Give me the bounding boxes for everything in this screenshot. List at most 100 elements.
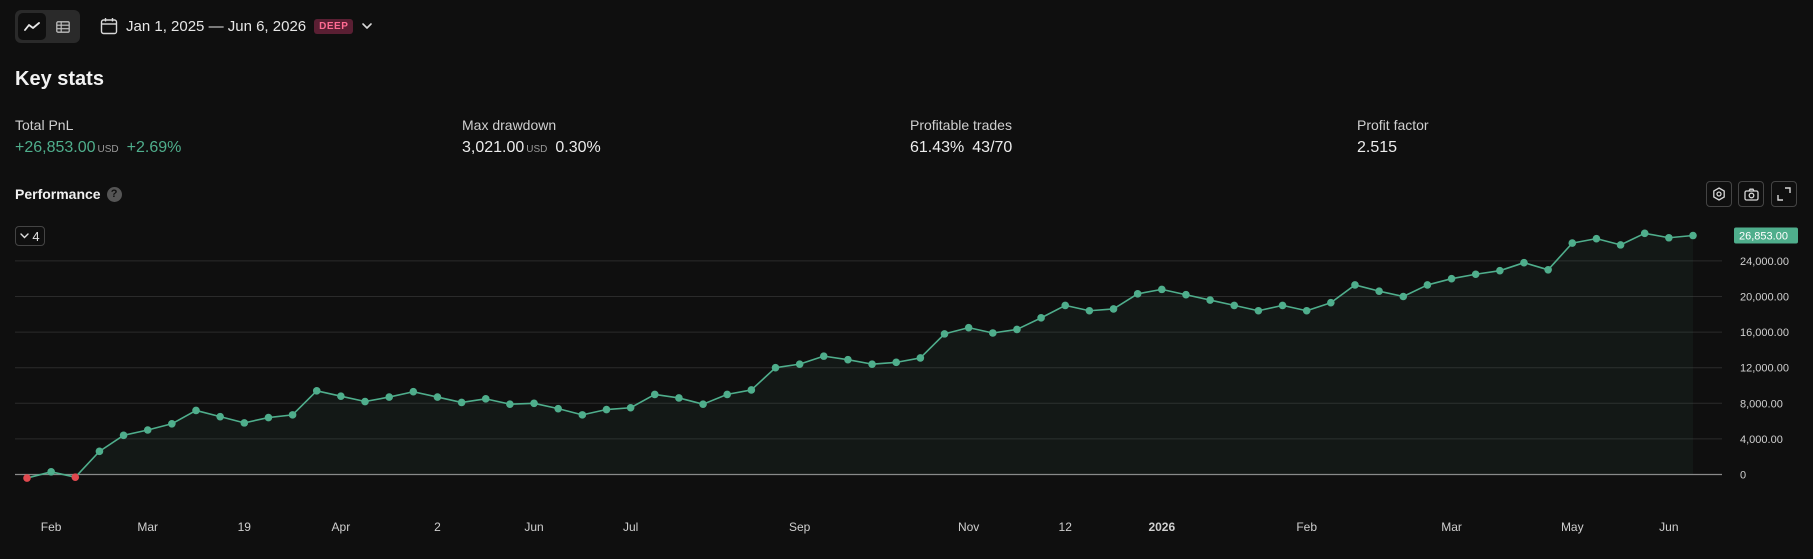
performance-chart[interactable]: 0 4,000.00 8,000.00 12,000.00 16,000.00 20,00… [0,220,1813,540]
profit-factor-value: 2.515 [1357,139,1398,156]
data-point [940,330,949,338]
data-point [506,400,514,408]
camera-icon [1743,188,1759,201]
pnl-line-segment [1137,288,1162,295]
y-tick-label: 8,000.00 [1740,398,1783,410]
pnl-line-segment [727,389,752,396]
data-point [409,387,418,396]
series-selector[interactable]: 4 [15,226,45,246]
data-point [143,426,152,434]
pnl-line-segment [1668,234,1694,239]
pnl-line-segment [244,416,269,424]
data-point [47,468,55,476]
pnl-line-segment [654,393,680,399]
last-value-badge [1734,227,1798,244]
pnl-line-segment [340,395,366,403]
pnl-line-segment [1547,242,1573,271]
data-point [1471,270,1480,279]
data-point [1665,233,1673,242]
x-tick-label: Mar [1441,520,1462,534]
view-toggle [15,10,80,43]
data-point [819,352,828,360]
data-point [1640,229,1649,238]
pnl-line-segment [1258,304,1283,312]
pnl-line-segment [437,396,462,404]
profitable-trades-ratio: 43/70 [972,139,1013,156]
pnl-line-segment [461,398,486,404]
data-point [578,411,587,419]
stat-label: Max drawdown [462,117,557,133]
max-drawdown-value: 3,021.00 [462,139,525,156]
data-point [337,392,345,400]
pnl-line-segment [992,328,1018,334]
pnl-line-segment [533,402,559,410]
x-tick-label: Jul [623,520,638,534]
expand-icon [1777,187,1791,201]
pnl-line-segment [219,415,245,424]
pnl-line-segment [1427,277,1452,286]
pnl-line-segment [26,471,52,479]
help-icon[interactable]: ? [106,186,122,202]
data-point [530,399,538,408]
fullscreen-button[interactable] [1771,181,1797,207]
pnl-line-segment [702,393,728,405]
data-point [1133,290,1142,298]
data-point [1616,241,1625,249]
data-point [868,360,876,368]
data-point [1351,281,1359,289]
line-chart-icon [24,21,40,31]
data-point [602,405,611,414]
x-tick-label: 2 [434,520,441,534]
pnl-line-segment [1451,273,1476,280]
stat-label: Profit factor [1357,117,1429,133]
chart-settings-button[interactable] [1706,181,1732,207]
pnl-line-segment [823,355,849,361]
pnl-line-segment [896,357,921,364]
data-point [1375,287,1383,295]
data-point [771,363,780,372]
pnl-line-segment [98,434,125,453]
pnl-line-segment [872,361,897,365]
pnl-line-segment [171,409,197,425]
data-point [361,397,369,406]
data-point [1423,281,1432,289]
pnl-line-segment [799,355,825,365]
stat-label: Total PnL [15,117,74,133]
pnl-line-segment [1523,261,1549,271]
series-count: 4 [32,228,40,244]
pnl-line-segment [1161,288,1187,296]
data-point [747,386,756,394]
table-view-button[interactable] [49,13,77,40]
data-point [1182,290,1190,299]
pnl-line-segment [147,422,173,431]
chart-view-button[interactable] [18,13,46,40]
data-point [1592,234,1601,243]
y-tick-label: 24,000.00 [1740,256,1789,268]
pnl-line-segment [485,398,511,405]
pnl-line-segment [678,397,704,405]
data-point [168,419,176,428]
data-point [1496,266,1504,275]
pnl-line-segment [775,363,800,369]
data-point [1568,239,1577,247]
x-tick-label: 19 [238,520,252,534]
data-point [844,355,852,364]
max-drawdown-pct: 0.30% [555,139,601,156]
data-point [675,394,683,402]
pnl-line-segment [1354,284,1380,292]
screenshot-button[interactable] [1738,181,1764,207]
gear-icon [1713,187,1725,201]
data-point [95,447,104,456]
x-tick-label: 2026 [1148,520,1175,534]
calendar-icon [100,18,118,35]
chevron-down-icon [362,23,373,29]
date-range-picker[interactable]: Jan 1, 2025 — Jun 6, 2026 DEEP [100,14,373,38]
pnl-line-segment [750,367,777,391]
stat-max-drawdown: Max drawdown 3,021.00 USD 0.30% [462,117,601,157]
data-point [264,413,273,422]
data-point [1061,301,1070,310]
data-point [1158,285,1166,294]
data-point [1278,301,1287,310]
data-point [240,419,249,427]
stat-total-pnl: Total PnL +26,853.00 USD +2.69% [15,117,181,157]
